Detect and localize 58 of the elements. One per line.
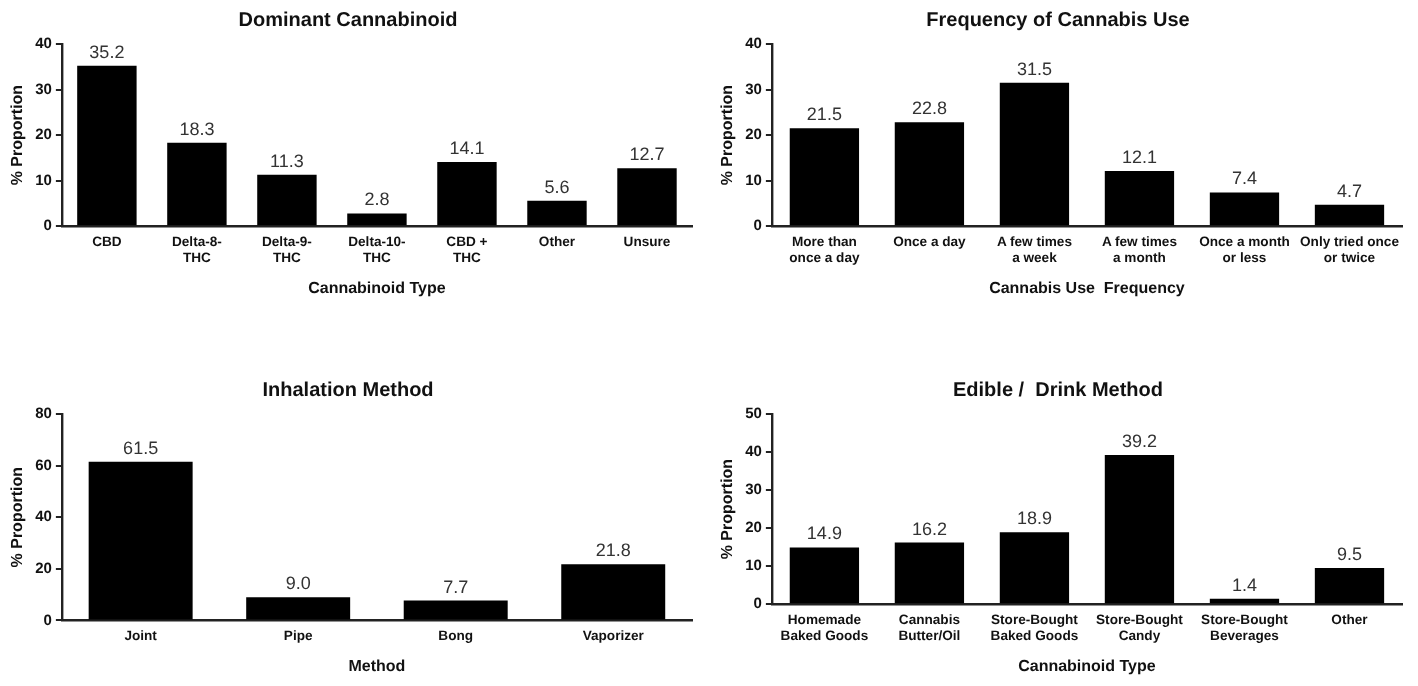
y-axis-title: % Proportion bbox=[8, 84, 27, 186]
bar bbox=[1314, 204, 1385, 226]
chart-title: Inhalation Method bbox=[262, 379, 434, 402]
data-label: 9.5 bbox=[1336, 544, 1363, 564]
bar bbox=[1104, 171, 1175, 226]
bar bbox=[437, 161, 497, 226]
y-axis-title: % Proportion bbox=[718, 458, 737, 560]
data-label: 7.4 bbox=[1231, 168, 1257, 189]
bar bbox=[347, 213, 407, 226]
bar bbox=[1209, 192, 1280, 226]
bar bbox=[789, 547, 860, 604]
bar bbox=[999, 532, 1070, 604]
data-label: 9.0 bbox=[285, 573, 311, 594]
data-label: 12.1 bbox=[1121, 147, 1157, 168]
bar bbox=[1104, 455, 1175, 604]
bar bbox=[88, 461, 193, 620]
bar bbox=[1209, 598, 1280, 604]
x-axis-title: Cannabinoid Type bbox=[308, 278, 447, 297]
bar bbox=[257, 174, 317, 226]
data-label: 21.8 bbox=[595, 540, 631, 561]
data-label: 4.7 bbox=[1336, 180, 1363, 201]
data-label: 22.8 bbox=[911, 98, 947, 119]
bar bbox=[1314, 568, 1385, 604]
data-label: 14.9 bbox=[806, 523, 842, 544]
bar bbox=[77, 65, 137, 226]
bar bbox=[617, 168, 677, 226]
data-label: 18.9 bbox=[1016, 508, 1052, 529]
y-axis-title: % Proportion bbox=[8, 466, 27, 568]
data-label: 12.7 bbox=[629, 144, 665, 165]
data-label: 7.7 bbox=[443, 576, 469, 597]
bar bbox=[403, 600, 508, 620]
chart-title: Edible / Drink Method bbox=[952, 379, 1164, 402]
data-label: 14.1 bbox=[449, 137, 485, 158]
x-axis-title: Cannabinoid Type bbox=[1018, 656, 1157, 675]
bar bbox=[999, 82, 1070, 226]
data-label: 1.4 bbox=[1231, 574, 1257, 595]
x-axis-title: Method bbox=[348, 656, 406, 675]
bar bbox=[527, 200, 587, 226]
data-label: 2.8 bbox=[364, 189, 390, 210]
bar bbox=[167, 142, 227, 226]
data-label: 11.3 bbox=[270, 150, 304, 171]
data-label: 39.2 bbox=[1121, 431, 1157, 452]
data-label: 31.5 bbox=[1016, 58, 1052, 79]
data-label: 35.2 bbox=[89, 41, 125, 62]
bar bbox=[789, 128, 860, 226]
y-axis-title: % Proportion bbox=[718, 84, 737, 186]
data-label: 16.2 bbox=[911, 518, 947, 539]
bar bbox=[246, 597, 351, 620]
data-label: 21.5 bbox=[806, 104, 842, 125]
chart-title: Frequency of Cannabis Use bbox=[926, 9, 1191, 32]
chart-title: Dominant Cannabinoid bbox=[238, 9, 458, 32]
data-label: 5.6 bbox=[544, 176, 570, 197]
data-label: 18.3 bbox=[179, 118, 215, 139]
x-axis-title: Cannabis Use Frequency bbox=[989, 278, 1186, 297]
bar bbox=[894, 542, 965, 604]
bar bbox=[561, 564, 666, 620]
bar bbox=[894, 122, 965, 226]
data-label: 61.5 bbox=[123, 437, 159, 458]
